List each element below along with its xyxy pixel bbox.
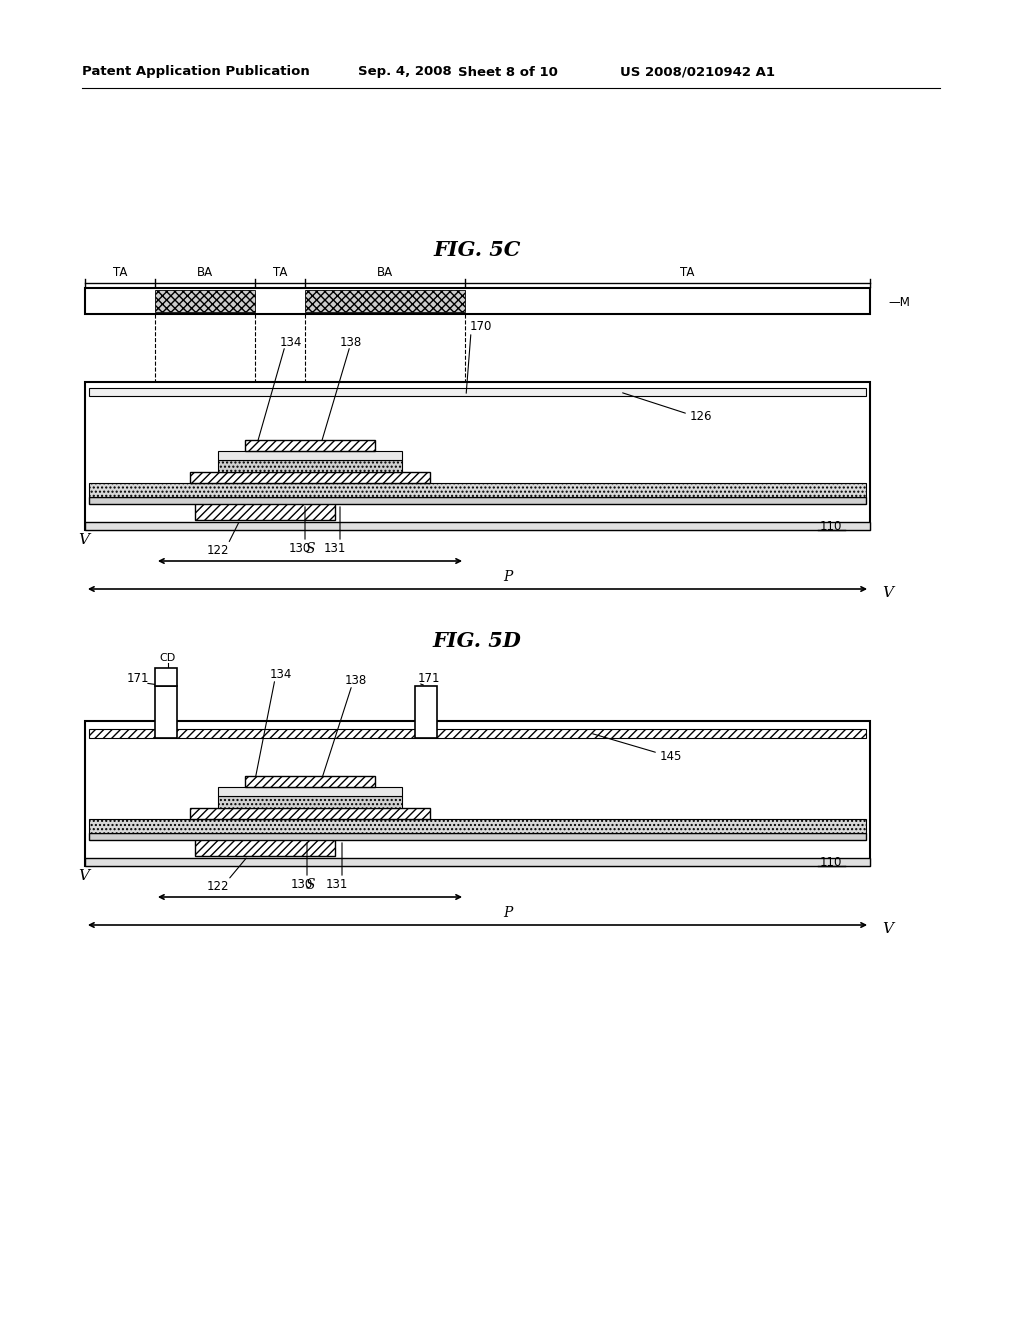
- Bar: [218, 459, 402, 473]
- Text: Sep. 4, 2008: Sep. 4, 2008: [358, 66, 452, 78]
- Bar: [85, 288, 870, 314]
- Text: BA: BA: [197, 265, 213, 279]
- Bar: [85, 721, 870, 866]
- Bar: [195, 838, 335, 855]
- Bar: [89, 483, 866, 498]
- Bar: [85, 381, 870, 531]
- Bar: [155, 290, 255, 312]
- Text: 126: 126: [690, 411, 713, 424]
- Bar: [89, 388, 866, 396]
- Text: 171: 171: [127, 672, 150, 685]
- Text: 145: 145: [660, 750, 682, 763]
- Bar: [415, 686, 437, 738]
- Bar: [195, 502, 335, 520]
- Text: 171: 171: [418, 672, 440, 685]
- Text: TA: TA: [272, 265, 287, 279]
- Bar: [218, 787, 402, 796]
- Text: S: S: [305, 878, 314, 892]
- Bar: [245, 440, 375, 451]
- Bar: [85, 521, 870, 531]
- Bar: [89, 729, 866, 738]
- Text: 122: 122: [207, 880, 229, 894]
- Text: 131: 131: [326, 878, 348, 891]
- Text: US 2008/0210942 A1: US 2008/0210942 A1: [620, 66, 775, 78]
- Bar: [89, 818, 866, 833]
- Text: 170: 170: [470, 321, 493, 334]
- Text: 130: 130: [291, 878, 313, 891]
- Bar: [218, 451, 402, 459]
- Text: 110: 110: [820, 520, 843, 532]
- Bar: [155, 686, 177, 738]
- Text: 131: 131: [324, 543, 346, 554]
- Text: S: S: [305, 543, 314, 556]
- Bar: [89, 833, 866, 840]
- Bar: [305, 290, 465, 312]
- Text: FIG. 5D: FIG. 5D: [432, 631, 521, 651]
- Text: 138: 138: [340, 335, 362, 348]
- Text: V: V: [78, 869, 89, 883]
- Text: TA: TA: [113, 265, 127, 279]
- Text: V: V: [882, 921, 893, 936]
- Text: 138: 138: [345, 675, 368, 688]
- Bar: [245, 776, 375, 787]
- Text: 110: 110: [820, 855, 843, 869]
- Text: P: P: [503, 906, 512, 920]
- Bar: [218, 796, 402, 808]
- Text: 134: 134: [270, 668, 293, 681]
- Text: V: V: [78, 533, 89, 546]
- Text: FIG. 5C: FIG. 5C: [433, 240, 520, 260]
- Text: 134: 134: [280, 335, 302, 348]
- Text: V: V: [882, 586, 893, 601]
- Text: —M: —M: [888, 296, 910, 309]
- Text: TA: TA: [680, 265, 694, 279]
- Text: P: P: [503, 570, 512, 583]
- Bar: [89, 498, 866, 504]
- Text: BA: BA: [377, 265, 393, 279]
- Text: Sheet 8 of 10: Sheet 8 of 10: [458, 66, 558, 78]
- Bar: [155, 668, 177, 686]
- Bar: [190, 808, 430, 818]
- Text: 130: 130: [289, 543, 311, 554]
- Bar: [190, 473, 430, 483]
- Text: Patent Application Publication: Patent Application Publication: [82, 66, 309, 78]
- Text: CD: CD: [160, 653, 176, 663]
- Text: 122: 122: [207, 544, 229, 557]
- Bar: [85, 858, 870, 866]
